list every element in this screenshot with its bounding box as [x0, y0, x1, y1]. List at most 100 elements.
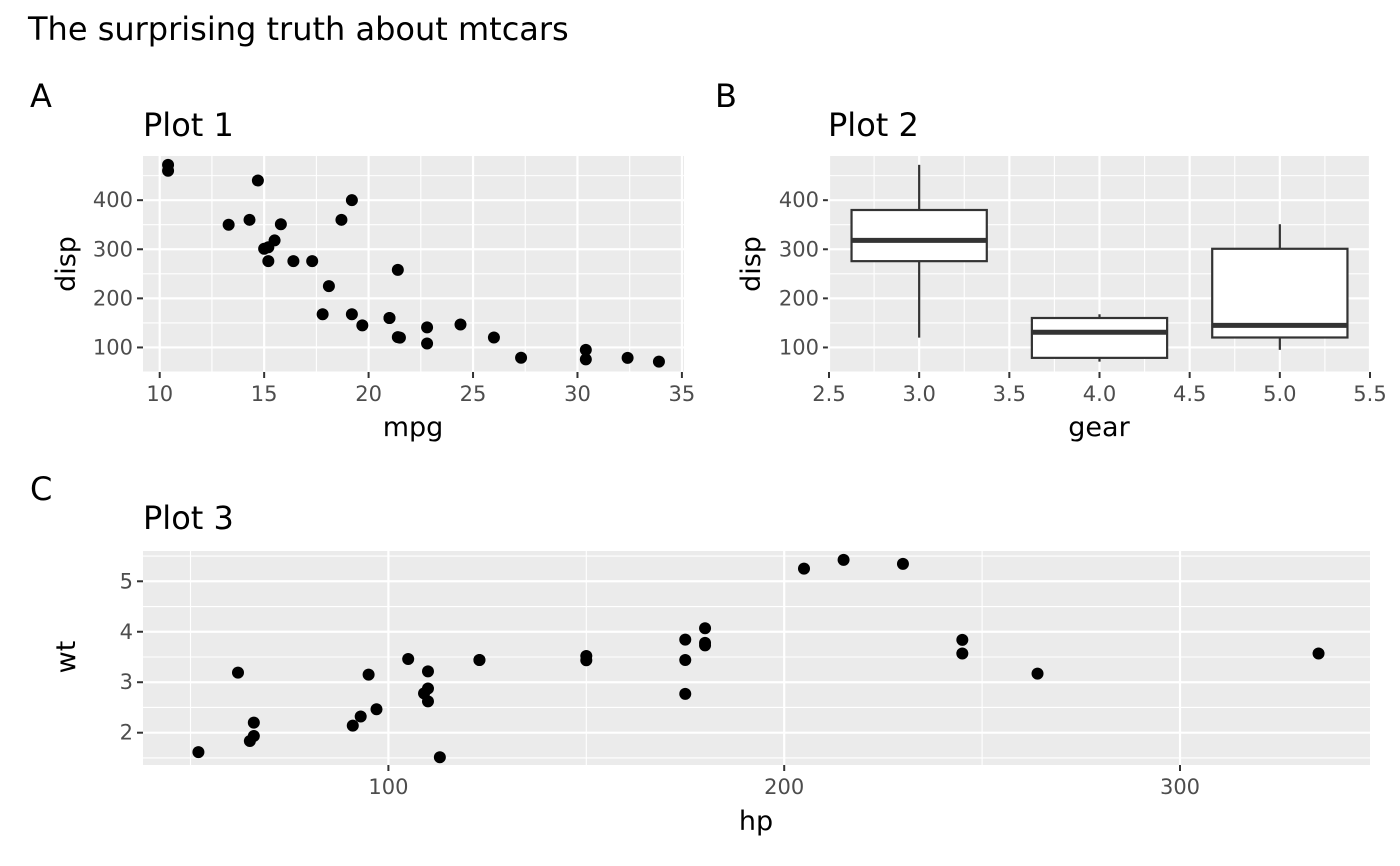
- plot-3-point: [580, 654, 593, 667]
- plot-3-point: [231, 666, 244, 679]
- plot-3-point: [1312, 647, 1325, 660]
- plot-1-point: [162, 164, 175, 177]
- plot-1-point: [421, 321, 434, 334]
- plot-2-x-tick-label: 4.0: [1083, 382, 1116, 406]
- plot-1-point: [335, 213, 348, 226]
- plot-1-point: [579, 343, 592, 356]
- panel-a-tag: A: [30, 77, 52, 115]
- plot-1-x-tick-label: 25: [460, 382, 487, 406]
- plot-3-point: [679, 654, 692, 667]
- plot-1-x-axis-title: mpg: [383, 412, 444, 443]
- plot-2-y-tick-label: 200: [779, 286, 819, 310]
- plot-1-point: [652, 355, 665, 368]
- plot-3-y-tick-label: 4: [120, 620, 133, 644]
- plot-3-point: [679, 633, 692, 646]
- plot-3-point: [837, 553, 850, 566]
- plot-3-point: [362, 668, 375, 681]
- plot-3-point: [473, 654, 486, 667]
- plot-1-point: [287, 255, 300, 268]
- panel-b: 100 200 300 400 2.5 3.0 3.5 4.0 4.5 5.0 5.5 B Plot 2…: [715, 77, 1387, 443]
- plot-1-point: [515, 351, 528, 364]
- plot-3-point: [247, 716, 260, 729]
- plot-3-y-tick-label: 5: [120, 569, 133, 593]
- plot-3-point: [956, 633, 969, 646]
- plot-1-point: [322, 280, 335, 293]
- plot-1-point: [345, 308, 358, 321]
- plot-1-point: [251, 174, 264, 187]
- plot-1-point: [345, 194, 358, 207]
- plot-2-y-tick-label: 400: [779, 188, 819, 212]
- plot-3-point: [192, 746, 205, 759]
- plot-3-point: [1031, 667, 1044, 680]
- plot-2-x-axis-title: gear: [1068, 412, 1130, 443]
- plot-1-point: [454, 318, 467, 331]
- plot-1-point: [306, 255, 319, 268]
- plot-1-title: Plot 1: [143, 106, 234, 144]
- plot-2-x-tick-label: 5.5: [1353, 382, 1386, 406]
- plot-1-y-tick-label: 400: [93, 188, 133, 212]
- plot-3-point: [896, 557, 909, 570]
- plot-1-y-tick-label: 100: [93, 335, 133, 359]
- plot-1-point: [243, 213, 256, 226]
- plot-1-y-tick-label: 300: [93, 237, 133, 261]
- figure-title: The surprising truth about mtcars: [27, 10, 569, 48]
- plot-3-point: [354, 710, 367, 723]
- plot-3-point: [679, 687, 692, 700]
- plot-3-point: [370, 703, 383, 716]
- plot-1-x-tick-label: 35: [669, 382, 696, 406]
- panel-c-tag: C: [30, 470, 52, 508]
- plot-3-point: [418, 687, 431, 700]
- plot-1-point: [421, 337, 434, 350]
- plot-1-point: [258, 242, 271, 255]
- panel-c: 2 3 4 5 100 200 300 C Plot 3 hp wt: [30, 470, 1370, 837]
- plot-2-box: [1030, 316, 1169, 359]
- plot-2-x-tick-label: 3.5: [993, 382, 1026, 406]
- plot-2-box-gear-3: [850, 164, 988, 338]
- plot-3-point: [797, 562, 810, 575]
- plot-1-x-tick-label: 20: [355, 382, 382, 406]
- plot-2-x-tick-label: 2.5: [812, 382, 845, 406]
- plot-1-point: [383, 312, 396, 324]
- plot-1-point: [391, 263, 404, 276]
- plot-1-point: [262, 255, 275, 268]
- plot-1-point: [222, 218, 235, 231]
- plot-1-point: [274, 218, 287, 231]
- plot-3-y-axis-title: wt: [51, 641, 82, 674]
- plot-2-y-tick-label: 100: [779, 335, 819, 359]
- plot-1-point: [487, 331, 500, 344]
- plot-1-x-tick-label: 30: [564, 382, 591, 406]
- plot-2-y-axis-title: disp: [736, 236, 767, 292]
- plot-3-point: [433, 751, 446, 764]
- plot-2-box-gear-5: [1211, 224, 1349, 350]
- plot-3-x-tick-label: 200: [764, 775, 804, 799]
- panel-b-tag: B: [715, 77, 737, 115]
- plot-3-y-tick-label: 3: [120, 670, 133, 694]
- plot-1-y-tick-label: 200: [93, 286, 133, 310]
- plot-2-y-tick-label: 300: [779, 237, 819, 261]
- plot-1-point: [391, 331, 404, 344]
- plot-3-point: [346, 719, 359, 732]
- plot-2-x-tick-label: 3.0: [902, 382, 935, 406]
- plot-3-x-tick-label: 100: [368, 775, 408, 799]
- plot-2-box-gear-4: [1030, 314, 1169, 362]
- plot-1-y-axis-title: disp: [51, 236, 82, 292]
- plot-3-x-axis-title: hp: [739, 806, 773, 837]
- plot-3-point: [421, 665, 434, 678]
- plot-3-point: [402, 653, 415, 666]
- plot-3-point: [956, 647, 969, 660]
- plot-2-x-tick-label: 5.0: [1263, 382, 1296, 406]
- plot-3-point: [699, 636, 712, 649]
- panel-a: 100 200 300 400 10 15 20 25 30 35 A Plot 1 mpg disp: [30, 77, 695, 443]
- plot-1-point: [356, 319, 369, 332]
- plot-3-point: [247, 729, 260, 742]
- plot-1-point: [316, 308, 329, 321]
- plot-2-x-tick-label: 4.5: [1173, 382, 1206, 406]
- plot-3-y-tick-label: 2: [120, 721, 133, 745]
- plot-1-panel-background: [143, 156, 684, 372]
- plot-2-box: [1211, 247, 1349, 339]
- plot-2-box: [850, 208, 988, 263]
- plot-1-x-tick-label: 15: [251, 382, 278, 406]
- plot-3-panel-background: [143, 551, 1370, 765]
- plot-3-title: Plot 3: [143, 499, 234, 537]
